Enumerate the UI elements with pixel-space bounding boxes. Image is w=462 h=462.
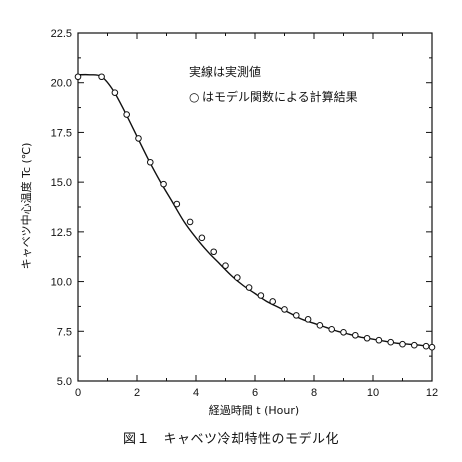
model-point [316,322,324,329]
model-point [428,343,436,351]
model-point [74,73,82,81]
model-point [245,284,253,291]
y-axis-title: キャベツ中心温度 Tc (℃) [19,143,33,270]
model-point [98,73,105,81]
model-point [222,262,229,269]
model-point [173,200,181,208]
y-tick-label: 17.5 [51,127,72,139]
x-tick-label: 8 [311,387,317,399]
legend-marker-glyph: ○ [189,90,199,104]
y-tick-label: 10.0 [51,277,72,289]
legend-model-label: はモデル関数による計算結果 [202,89,358,104]
axes [77,32,433,382]
ticks: 5.0 7.5 10.0 12.5 15.0 17.5 20.0 22.5 0 2 4 6 8 10 12 [51,28,439,399]
y-tick-label: 15.0 [51,177,72,189]
model-point [123,111,130,118]
y-tick-label: 12.5 [51,227,72,239]
figure-caption: 図１ キャベツ冷却特性のモデル化 [122,432,339,447]
model-point [210,248,217,256]
plot-frame [77,32,433,382]
model-point [363,334,371,342]
model-point [304,316,312,323]
model-point [281,306,288,313]
x-axis-title: 経過時間 t (Hour) [209,404,299,417]
y-tick-label: 5.0 [57,376,72,388]
model-point [111,89,119,96]
model-point [293,312,300,319]
model-point [234,274,241,281]
model-point [135,135,142,142]
model-point [328,325,336,333]
legend-measured-label: 実線は実測値 [189,64,261,79]
x-tick-label: 12 [426,387,438,399]
model-point [399,340,406,348]
model-point [340,328,347,336]
model-point [387,338,395,346]
y-tick-label: 7.5 [57,326,72,338]
model-point [269,298,277,305]
model-point [186,218,194,226]
model-point [411,341,418,349]
model-point [422,342,430,350]
model-point [160,180,167,188]
y-tick-label: 20.0 [51,78,72,90]
series [74,73,436,351]
x-tick-label: 4 [193,387,199,399]
x-tick-label: 10 [367,387,379,399]
model-point [375,336,383,344]
measured-series-line [77,73,433,348]
model-point [257,292,265,299]
model-point [146,158,154,166]
x-tick-label: 0 [75,387,81,399]
model-point [198,234,206,242]
x-tick-label: 6 [252,387,258,399]
y-tick-label: 22.5 [51,28,72,40]
x-tick-label: 2 [134,387,140,399]
model-point [352,331,359,339]
